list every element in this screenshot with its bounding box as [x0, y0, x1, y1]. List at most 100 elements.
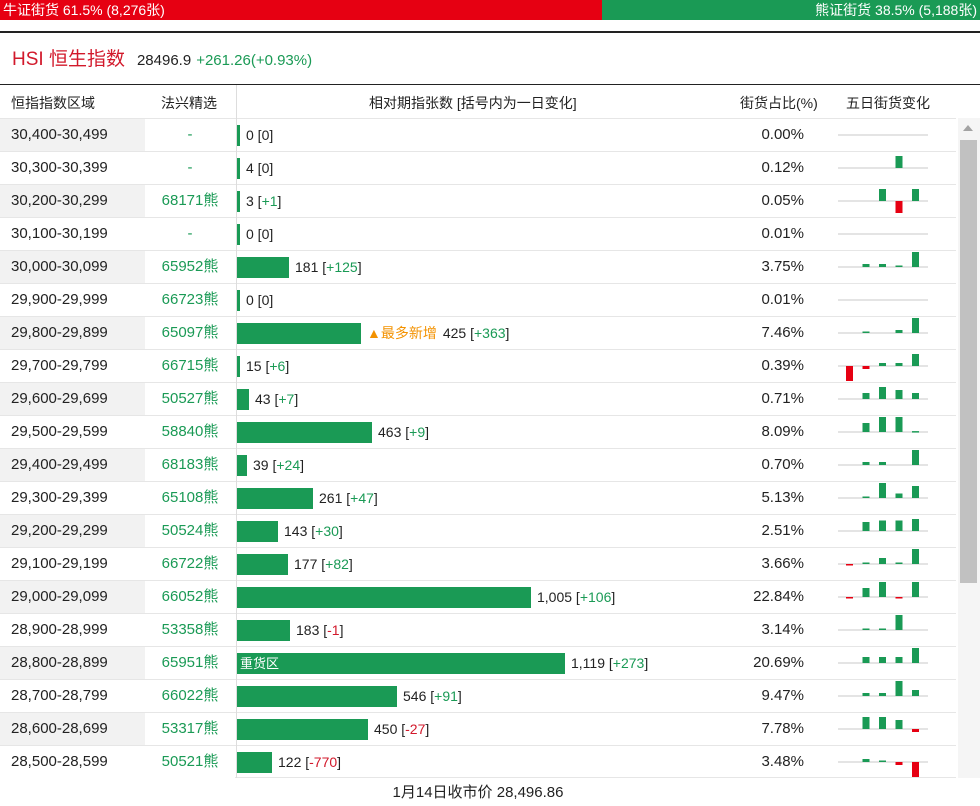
volume-count: 39 [253, 457, 269, 473]
outstanding-share-cell: 0.01% [761, 291, 804, 308]
table-row: 29,700-29,799 66715熊 15 [+6] 0.39% [0, 349, 956, 382]
index-range-cell: 29,000-29,099 [0, 581, 145, 613]
volume-text: 3 [+1] [246, 193, 282, 209]
volume-bar-cell: 39 [+24] [236, 449, 706, 481]
warrant-pick-link[interactable]: 65097熊 [145, 317, 235, 349]
warrant-pick-link[interactable]: 50524熊 [145, 515, 235, 547]
volume-count: 0 [246, 127, 254, 143]
five-day-sparkline [838, 233, 928, 235]
volume-bar [236, 619, 290, 641]
volume-bar [236, 355, 240, 377]
volume-text: 143 [+30] [284, 523, 343, 539]
warrant-pick-link: - [145, 152, 235, 184]
table-row: 29,900-29,999 66723熊 0 [0] 0.01% [0, 283, 956, 316]
outstanding-share-cell: 0.05% [761, 192, 804, 209]
warrant-pick-link[interactable]: 66022熊 [145, 680, 235, 712]
sparkline-bar [895, 520, 903, 531]
volume-bar-cell: 15 [+6] [236, 350, 706, 382]
volume-count: 1,005 [537, 589, 573, 605]
sparkline-bar [879, 417, 886, 432]
warrant-pick-link[interactable]: 66052熊 [145, 581, 235, 613]
index-range-cell: 28,500-28,599 [0, 746, 145, 778]
scroll-thumb[interactable] [960, 140, 977, 583]
volume-count: 4 [246, 160, 254, 176]
five-day-sparkline [838, 417, 928, 433]
warrant-pick-link[interactable]: 65951熊 [145, 647, 235, 679]
volume-count: 0 [246, 226, 254, 242]
volume-text: 43 [+7] [255, 391, 299, 407]
volume-delta: +6 [269, 358, 286, 374]
bull-bear-ratio-bar: 牛证街货 61.5% (8,276张) 熊证街货 38.5% (5,188张) [0, 0, 980, 20]
five-day-sparkline [838, 582, 928, 599]
volume-text: 0 [0] [246, 292, 274, 308]
outstanding-share-cell: 0.71% [761, 390, 804, 407]
bear-ratio-segment: 熊证街货 38.5% (5,188张) [602, 0, 980, 20]
warrant-pick-link[interactable]: 65952熊 [145, 251, 235, 283]
warrant-pick-link[interactable]: 66723熊 [145, 284, 235, 316]
five-day-sparkline [838, 681, 928, 697]
sparkline-bar [912, 690, 919, 696]
sparkline-bar [912, 354, 919, 366]
heavy-zone-label: 重货区 [240, 655, 280, 671]
index-value: 28496.9 [136, 52, 192, 69]
index-range-cell: 29,800-29,899 [0, 317, 145, 349]
table-row: 30,400-30,499-0 [0] 0.00% [0, 118, 956, 151]
sparkline-bar [846, 366, 853, 381]
warrant-pick-link[interactable]: 58840熊 [145, 416, 235, 448]
warrant-pick-link[interactable]: 53358熊 [145, 614, 235, 646]
sparkline-bar [862, 657, 870, 663]
warrant-pick-link[interactable]: 68171熊 [145, 185, 235, 217]
volume-bar-cell: 43 [+7] [236, 383, 706, 415]
volume-text: 0 [0] [246, 127, 274, 143]
table-row: 29,800-29,899 65097熊 ▲最多新增 425 [+363] 7.46% [0, 316, 956, 349]
volume-bar-cell: 183 [-1] [236, 614, 706, 646]
volume-text: 546 [+91] [403, 688, 462, 704]
volume-count: 546 [403, 688, 427, 704]
col-head-pick: 法兴精选 [161, 95, 217, 111]
volume-bar [236, 157, 240, 179]
five-day-sparkline [838, 450, 928, 466]
warrant-pick-link[interactable]: 66715熊 [145, 350, 235, 382]
warrant-pick-link[interactable]: 50521熊 [145, 746, 235, 778]
warrant-pick-link[interactable]: 66722熊 [145, 548, 235, 580]
volume-bar [236, 289, 240, 311]
outstanding-share-cell: 8.09% [761, 423, 804, 440]
warrant-pick-link[interactable]: 53317熊 [145, 713, 235, 745]
volume-count: 177 [294, 556, 318, 572]
volume-text: 177 [+82] [294, 556, 353, 572]
vertical-scrollbar[interactable] [958, 118, 980, 778]
table-row: 28,700-28,799 66022熊 546 [+91] 9.47% [0, 679, 956, 712]
warrant-pick-link[interactable]: 65108熊 [145, 482, 235, 514]
warrant-pick-link[interactable]: 68183熊 [145, 449, 235, 481]
five-day-sparkline [838, 354, 928, 381]
volume-delta: -27 [405, 721, 426, 737]
top-divider [0, 31, 980, 33]
volume-delta: +1 [261, 193, 278, 209]
scroll-up-arrow-icon[interactable] [963, 125, 973, 131]
column-header-rule [0, 84, 980, 85]
volume-bar [236, 223, 240, 245]
volume-bar-cell: ▲最多新增 425 [+363] [236, 317, 706, 349]
index-range-cell: 30,300-30,399 [0, 152, 145, 184]
volume-bar-cell: 143 [+30] [236, 515, 706, 547]
volume-count: 143 [284, 523, 308, 539]
sparkline-bar [862, 562, 870, 564]
sparkline-bar [879, 189, 886, 201]
volume-text: 450 [-27] [374, 721, 430, 737]
volume-bar-cell: 463 [+9] [236, 416, 706, 448]
index-range-cell: 28,600-28,699 [0, 713, 145, 745]
sparkline-bar [895, 720, 903, 729]
table-row: 28,900-28,999 53358熊 183 [-1] 3.14% [0, 613, 956, 646]
volume-delta: +7 [278, 391, 295, 407]
volume-count: 450 [374, 721, 398, 737]
index-range-cell: 29,500-29,599 [0, 416, 145, 448]
sparkline-bar [862, 496, 870, 498]
sparkline-bar [862, 693, 870, 696]
warrant-pick-link[interactable]: 50527熊 [145, 383, 235, 415]
col-head-range: 恒指指数区域 [11, 95, 95, 111]
five-day-sparkline [838, 759, 928, 777]
five-day-sparkline [838, 648, 928, 664]
outstanding-share-cell: 9.47% [761, 687, 804, 704]
volume-bar [236, 520, 278, 542]
volume-bar [236, 586, 531, 608]
